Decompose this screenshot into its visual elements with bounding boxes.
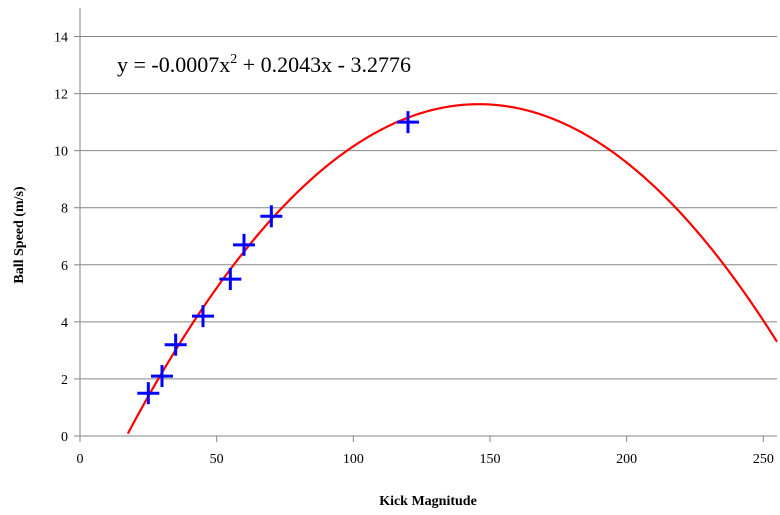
- y-tick-label: 2: [61, 373, 68, 388]
- y-tick-label: 8: [61, 202, 68, 217]
- data-points: [137, 111, 419, 405]
- equation-prefix: y = -0.0007x: [117, 52, 230, 77]
- gridlines: [80, 36, 777, 380]
- data-point: [164, 333, 187, 356]
- data-point: [219, 268, 242, 291]
- data-point: [397, 111, 419, 134]
- trendline-curve: [126, 103, 778, 435]
- x-tick-label: 0: [77, 452, 84, 467]
- y-axis-title: Ball Speed (m/s): [12, 186, 27, 284]
- equation-exponent: 2: [230, 52, 237, 67]
- y-tick-label: 12: [54, 88, 68, 103]
- trendline-equation: y = -0.0007x2 + 0.2043x - 3.2776: [117, 52, 411, 77]
- x-tick-label: 100: [343, 452, 364, 467]
- x-tick-label: 200: [616, 452, 637, 467]
- x-tick-label: 150: [480, 452, 501, 467]
- equation-suffix: + 0.2043x - 3.2776: [237, 52, 411, 77]
- axes: [74, 8, 777, 442]
- x-tick-label: 50: [210, 452, 224, 467]
- data-point: [151, 365, 173, 388]
- y-tick-label: 10: [54, 145, 68, 160]
- x-tick-label: 250: [753, 452, 774, 467]
- y-tick-label: 4: [61, 316, 68, 331]
- y-tick-label: 14: [54, 31, 68, 46]
- data-point: [192, 305, 214, 328]
- data-point: [137, 382, 160, 405]
- data-point: [233, 233, 255, 256]
- y-tick-labels: 0 2 4 6 8 10 12 14: [54, 31, 68, 445]
- x-axis-title: Kick Magnitude: [379, 494, 477, 509]
- y-tick-label: 0: [61, 430, 68, 445]
- trendline: [126, 103, 778, 435]
- x-tick-labels: 0 50 100 150 200 250: [77, 452, 774, 467]
- data-point: [260, 205, 283, 228]
- y-tick-label: 6: [61, 259, 68, 274]
